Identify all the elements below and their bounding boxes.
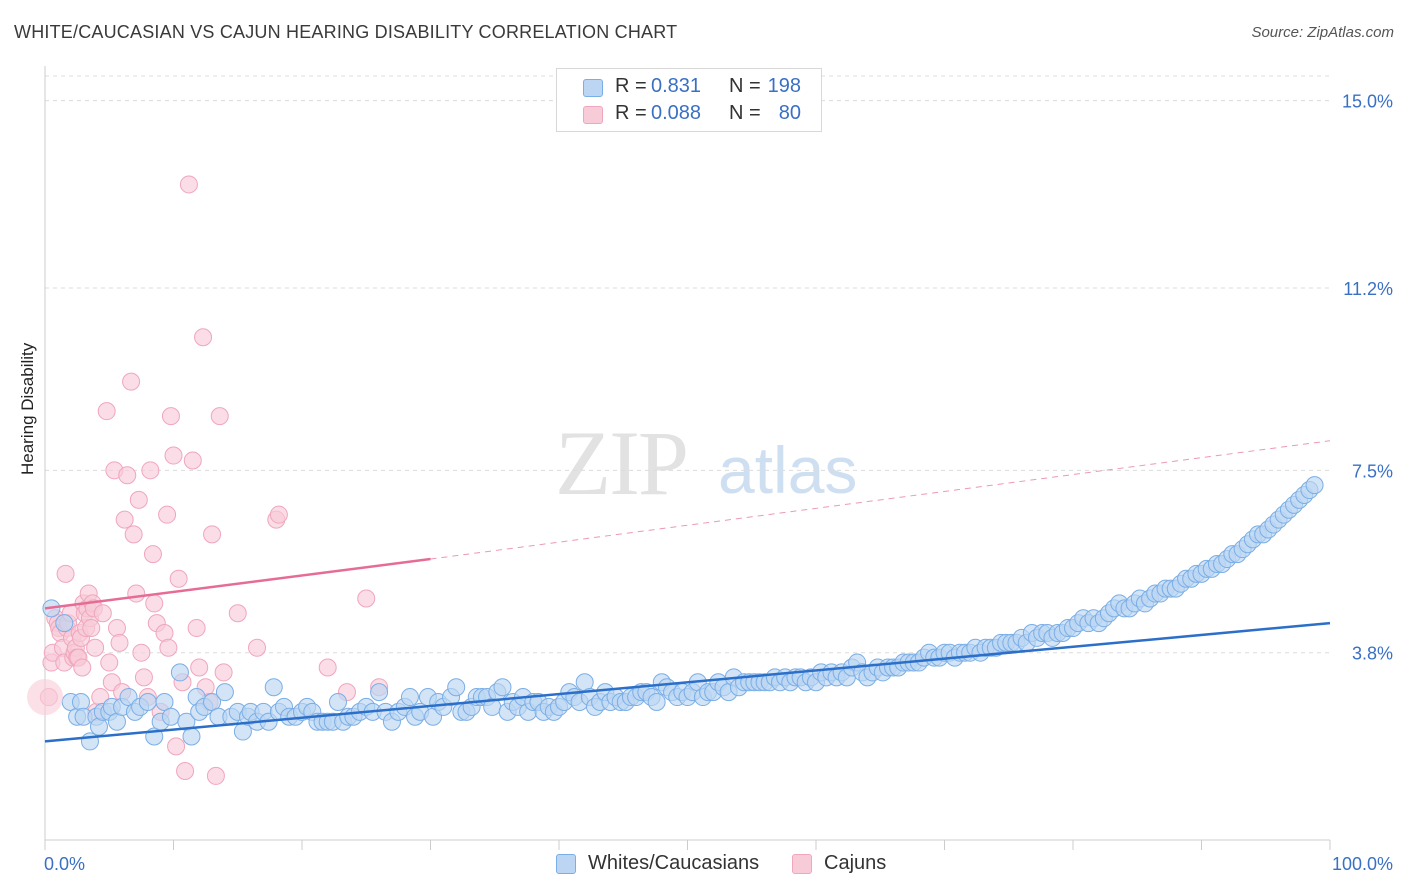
legend-stats: R = 0.831 N = 198 R = 0.088 N = 80: [556, 68, 822, 132]
cajuns-trend-line: [44, 557, 431, 610]
cajun-point: [210, 407, 229, 426]
white-point: [71, 692, 90, 711]
cajun-point: [187, 619, 206, 638]
x-tick-label-min: 0.0%: [44, 854, 85, 874]
whites-trend-line: [44, 621, 1331, 743]
cajun-point: [82, 619, 101, 638]
cajun-point: [122, 372, 141, 391]
cajun-point: [176, 761, 195, 780]
cajun-point: [164, 446, 183, 465]
x-tick-label-max: 100.0%: [1332, 854, 1393, 874]
cajuns-trend-extension: [430, 440, 1331, 560]
cajun-point: [118, 466, 137, 485]
legend-swatch-whites: [556, 854, 576, 874]
cajun-point: [145, 594, 164, 613]
cajun-point: [56, 564, 75, 583]
r-label: R =: [615, 102, 647, 124]
cajun-point: [194, 328, 213, 347]
cajun-point: [93, 604, 112, 623]
n-value: 80: [778, 102, 801, 124]
cajun-point: [203, 525, 222, 544]
cajun-point: [190, 658, 209, 677]
white-point: [80, 732, 99, 751]
source-label: Source: ZipAtlas.com: [1251, 24, 1394, 41]
cajun-point: [124, 525, 143, 544]
legend-label-cajuns: Cajuns: [824, 852, 887, 874]
cajun-point: [97, 402, 116, 421]
cajun-point: [159, 638, 178, 657]
cajun-point: [73, 658, 92, 677]
white-point: [493, 678, 512, 697]
cajun-point: [129, 490, 148, 509]
legend-swatch-whites: [583, 79, 603, 97]
cajun-point-large: [27, 679, 63, 716]
n-label: N =: [729, 102, 761, 124]
legend-swatch-cajuns: [583, 106, 603, 124]
legend-row-whites: R = 0.831 N = 198: [557, 73, 821, 99]
y-tick-label: 15.0%: [1342, 92, 1393, 112]
white-point: [89, 717, 108, 736]
y-tick-label: 7.5%: [1352, 461, 1393, 481]
white-point: [264, 678, 283, 697]
white-point: [1305, 476, 1324, 495]
legend-swatch-cajuns: [792, 854, 812, 874]
cajun-point: [100, 653, 119, 672]
r-label: R =: [615, 75, 647, 97]
white-point: [138, 692, 157, 711]
legend-row-cajuns: R = 0.088 N = 80: [557, 100, 821, 126]
cajun-point: [206, 766, 225, 785]
cajun-point: [183, 451, 202, 470]
cajun-point: [155, 623, 174, 642]
cajun-point: [214, 663, 233, 682]
white-point: [215, 683, 234, 702]
white-point: [370, 683, 389, 702]
white-point: [161, 707, 180, 726]
n-value: 198: [767, 75, 801, 97]
r-value: 0.831: [651, 75, 702, 97]
white-point: [447, 678, 466, 697]
y-tick-label: 3.8%: [1352, 644, 1393, 664]
legend-label-whites: Whites/Caucasians: [588, 852, 760, 874]
white-point: [170, 663, 189, 682]
chart-title: WHITE/CAUCASIAN VS CAJUN HEARING DISABIL…: [14, 22, 678, 42]
r-value: 0.088: [651, 102, 702, 124]
cajun-point: [169, 569, 188, 588]
cajun-point: [143, 545, 162, 564]
cajun-point: [86, 638, 105, 657]
white-point: [182, 727, 201, 746]
y-tick-label: 11.2%: [1343, 279, 1393, 299]
watermark-zip: ZIP: [555, 412, 689, 514]
cajun-point: [115, 510, 134, 529]
cajun-point: [161, 407, 180, 426]
white-point: [55, 614, 74, 633]
cajun-point: [167, 737, 186, 756]
cajun-point: [107, 619, 126, 638]
cajun-point: [127, 584, 146, 603]
cajun-point: [179, 175, 198, 194]
cajun-point: [357, 589, 376, 608]
white-point: [328, 692, 347, 711]
cajun-point: [228, 604, 247, 623]
cajun-point: [132, 643, 151, 662]
cajun-point: [134, 668, 153, 687]
cajun-point: [318, 658, 337, 677]
cajun-point: [248, 638, 267, 657]
white-point: [647, 692, 666, 711]
cajun-point: [269, 505, 288, 524]
cajun-point: [110, 633, 129, 652]
cajun-point: [141, 461, 160, 480]
white-point: [400, 688, 419, 707]
cajun-point: [158, 505, 177, 524]
n-label: N =: [729, 75, 761, 97]
